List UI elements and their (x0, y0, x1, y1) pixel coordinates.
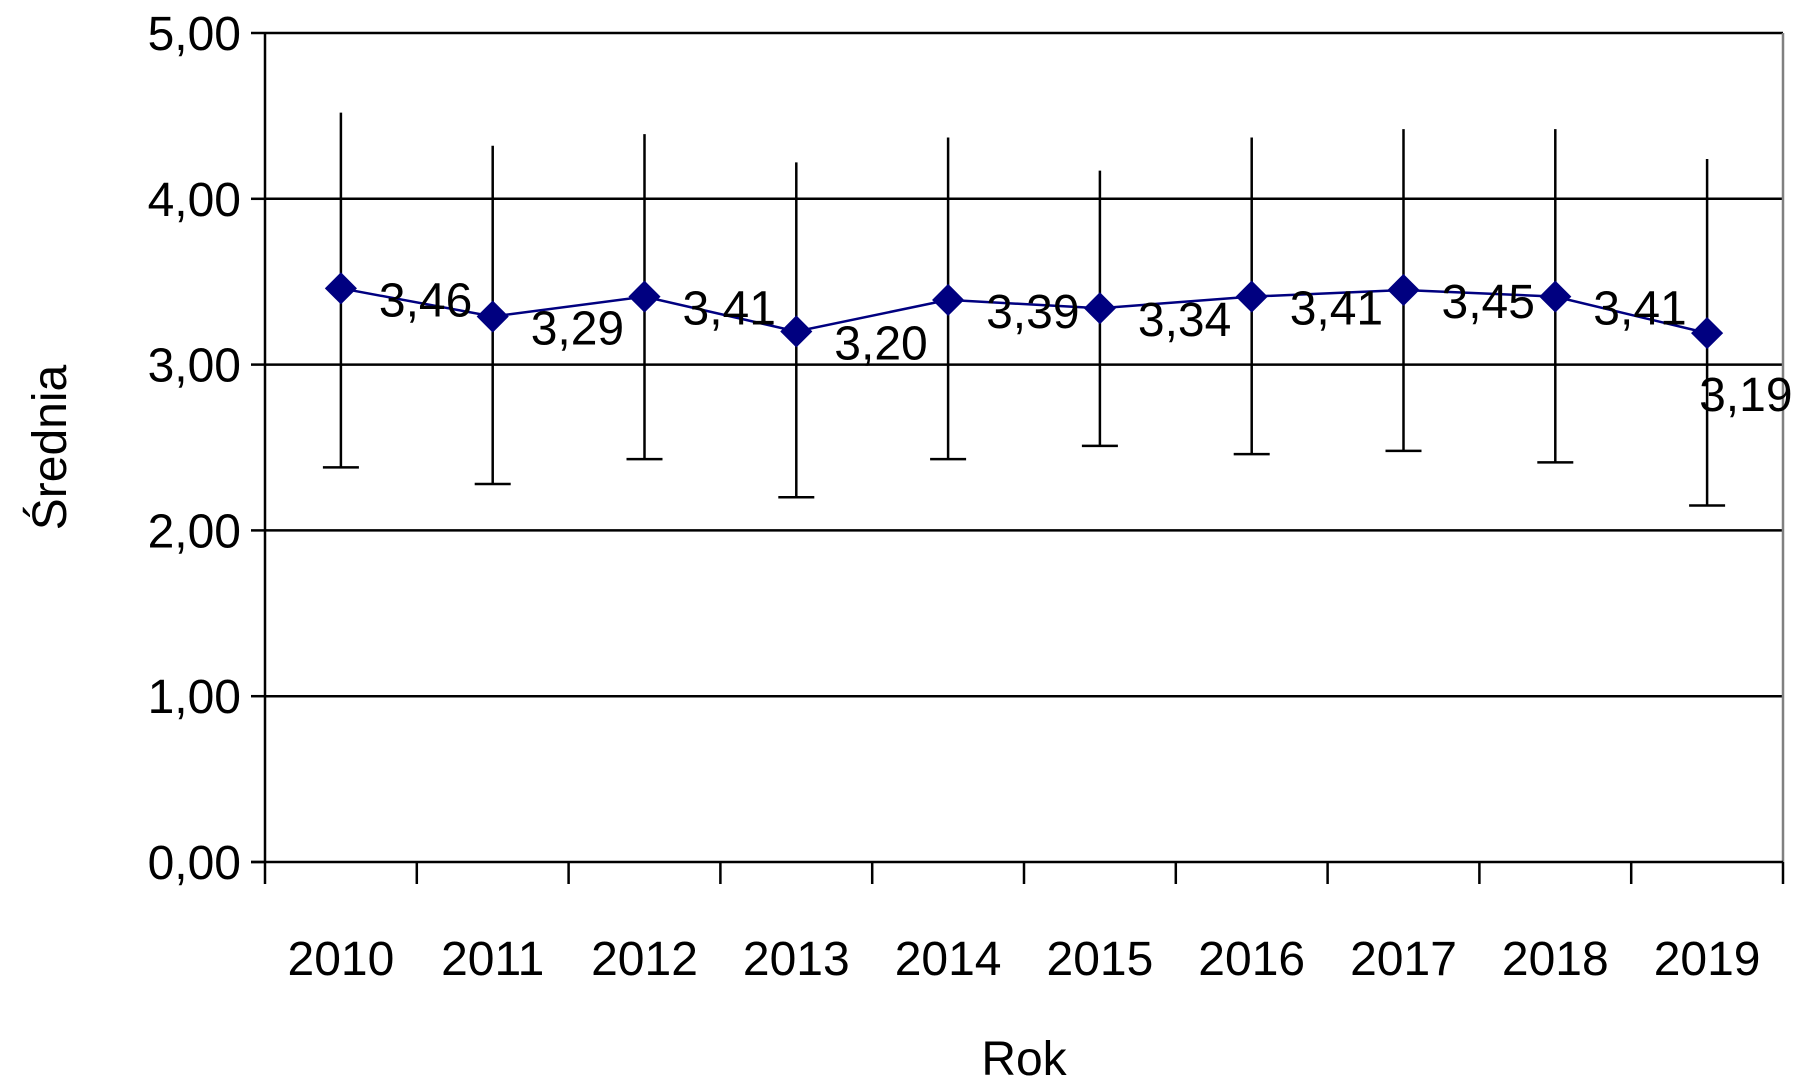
x-tick-label: 2017 (1350, 933, 1457, 986)
data-point-marker (1083, 292, 1116, 325)
data-point-marker (1387, 273, 1420, 307)
data-label: 3,34 (1138, 294, 1231, 347)
data-point-marker (932, 283, 965, 316)
data-point-marker (1691, 317, 1724, 350)
data-label: 3,29 (531, 303, 624, 356)
data-label: 3,45 (1442, 276, 1535, 329)
x-tick-label: 2018 (1502, 933, 1609, 986)
data-point-marker (1235, 280, 1268, 313)
x-tick-label: 2014 (895, 933, 1002, 986)
data-label: 3,19 (1699, 369, 1792, 422)
data-label: 3,41 (683, 283, 776, 336)
series-line (340, 287, 1708, 335)
x-axis-title: Rok (981, 1033, 1067, 1084)
data-label: 3,41 (1290, 283, 1383, 336)
x-tick-label: 2016 (1198, 933, 1305, 986)
data-label: 3,20 (834, 317, 927, 370)
y-axis-title: Średnia (22, 364, 77, 530)
y-tick-label: 0,00 (148, 837, 241, 890)
y-tick-label: 2,00 (148, 505, 241, 558)
series-polyline (340, 287, 1708, 335)
x-tick-label: 2012 (591, 933, 698, 986)
data-point-marker (476, 300, 509, 333)
data-point-marker (1539, 280, 1572, 313)
data-label: 3,41 (1593, 283, 1686, 336)
x-tick-label: 2015 (1047, 933, 1154, 986)
y-tick-label: 4,00 (148, 174, 241, 227)
series-markers (324, 272, 1724, 350)
x-tick-label: 2010 (288, 933, 395, 986)
gridlines (265, 31, 1783, 698)
data-point-marker (628, 280, 661, 313)
x-tick-label: 2013 (743, 933, 850, 986)
data-point-marker (780, 315, 813, 348)
y-tick-label: 1,00 (148, 671, 241, 724)
data-label: 3,46 (379, 274, 472, 327)
x-tick-label: 2011 (441, 933, 544, 986)
y-tick-label: 5,00 (148, 8, 241, 61)
axes (251, 31, 1785, 884)
data-label: 3,39 (986, 286, 1079, 339)
x-tick-label: 2019 (1654, 933, 1761, 986)
y-tick-labels: 0,00 1,00 2,00 3,00 4,00 5,00 (148, 8, 241, 890)
data-labels: 3,463,29 3,413,203,39 3,34 3,41 3,45 3,413,19 (379, 274, 1793, 422)
x-tick-labels: 2010 2011 2012 2013 2014 2015 2016 2017 2018 2019 (288, 933, 1761, 986)
y-tick-label: 3,00 (148, 340, 241, 393)
data-point-marker (324, 272, 357, 305)
